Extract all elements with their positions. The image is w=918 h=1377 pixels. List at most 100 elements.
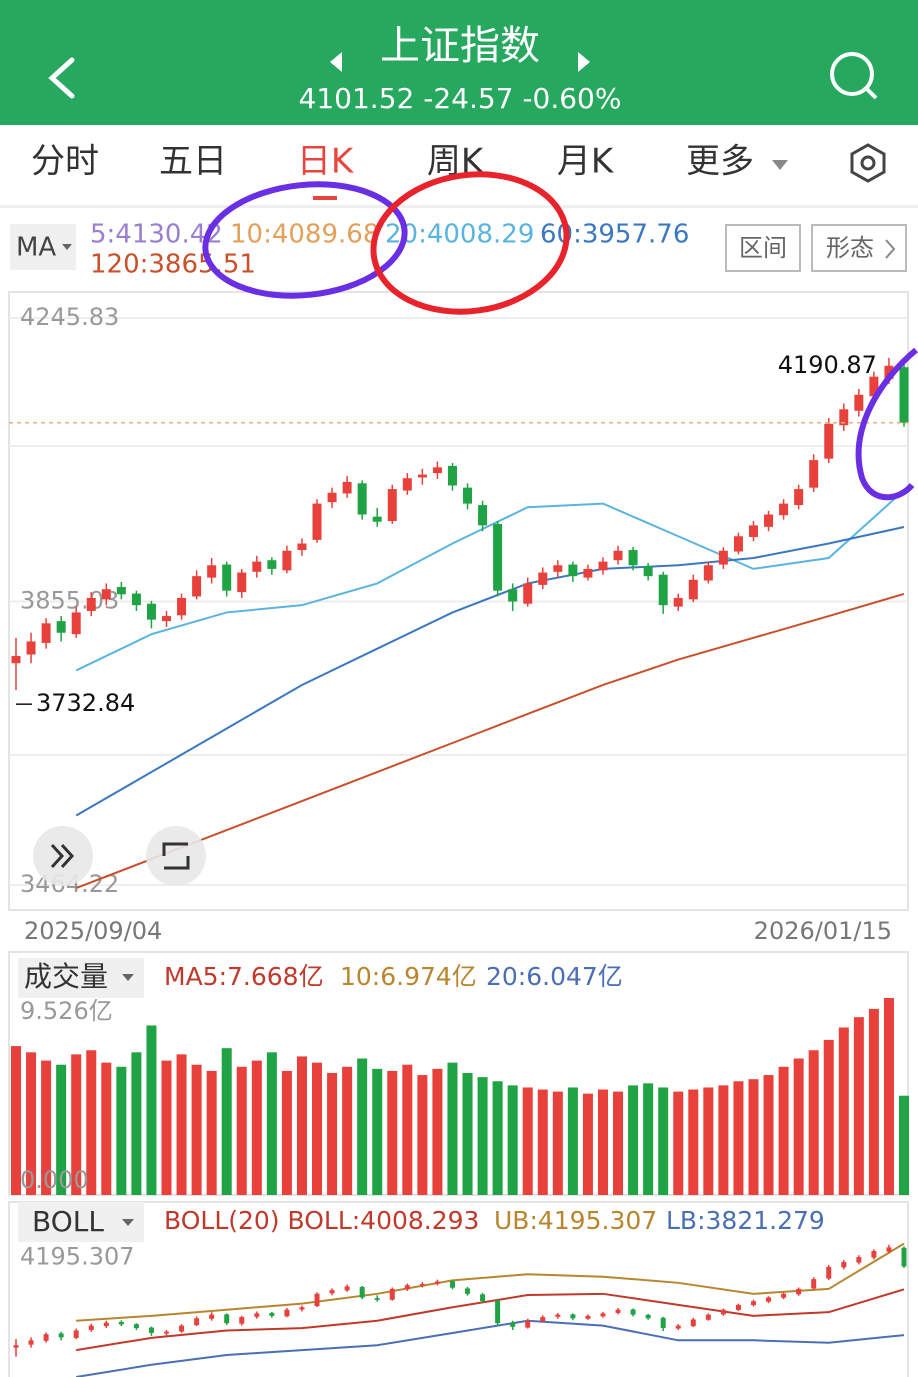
candle-body <box>389 1288 395 1300</box>
candle-body <box>209 1314 215 1319</box>
candle-body <box>417 474 427 478</box>
purple-circle <box>202 181 408 299</box>
candle-body <box>56 621 66 633</box>
candle-body <box>434 1281 440 1284</box>
candle-body <box>643 565 653 577</box>
volume-bar <box>101 1062 112 1195</box>
boll-legend: BOLL(20) BOLL:4008.293 <box>164 1206 479 1235</box>
chart-controls <box>33 826 206 886</box>
volume-legend: MA5:7.668亿 <box>164 962 324 991</box>
candle-body <box>88 1325 94 1331</box>
candle-body <box>841 1262 847 1268</box>
candle-body <box>387 489 397 522</box>
back-button[interactable] <box>48 57 75 99</box>
ma-legend-item: 120:3865.51 <box>90 250 256 280</box>
volume-bar <box>296 1056 307 1195</box>
candle-body <box>222 564 232 591</box>
settings-button[interactable] <box>850 143 886 183</box>
candle-body <box>177 597 187 616</box>
volume-bar <box>613 1091 624 1195</box>
volume-bar <box>793 1058 804 1195</box>
candle-body <box>419 1284 425 1286</box>
search-button[interactable] <box>830 52 878 100</box>
candle-body <box>613 550 623 561</box>
boll-title: BOLL <box>32 1205 104 1238</box>
candle-body <box>688 579 698 600</box>
candle-body <box>748 525 758 537</box>
candle-body <box>658 574 668 606</box>
volume-bar <box>597 1089 608 1195</box>
boll-legend: LB:3821.279 <box>666 1206 825 1235</box>
candle-body <box>372 516 382 522</box>
candle-body <box>239 1317 245 1324</box>
candle-body <box>735 1304 741 1310</box>
volume-legend: 10:6.974亿 <box>340 962 477 991</box>
candle-body <box>478 505 488 526</box>
volume-bar <box>11 1046 21 1195</box>
candle-body <box>555 1314 561 1317</box>
ma-line <box>76 1288 905 1352</box>
tab[interactable]: 更多 <box>686 142 754 182</box>
volume-bar <box>312 1062 323 1195</box>
volume-bar <box>778 1066 789 1195</box>
candle-body <box>495 1300 501 1324</box>
candle-body <box>299 1307 305 1310</box>
volume-bar <box>838 1027 849 1195</box>
pattern-label: 形态 <box>826 234 874 262</box>
candle-body <box>750 1301 756 1306</box>
candle-body <box>886 1247 892 1252</box>
candle-body <box>781 1293 787 1298</box>
candle-body <box>553 565 563 572</box>
volume-bar <box>116 1066 127 1195</box>
tab[interactable]: 五日 <box>159 142 227 182</box>
candle-body <box>826 1266 832 1279</box>
next-arrow[interactable] <box>578 52 590 72</box>
candle-body <box>404 1285 410 1290</box>
pattern-button[interactable] <box>811 224 907 272</box>
fullscreen-button[interactable] <box>146 826 206 886</box>
quote: 4101.52 -24.57 -0.60% <box>299 82 622 115</box>
candle-body <box>162 616 172 622</box>
start-date: 2025/09/04 <box>24 917 162 945</box>
volume-bar <box>853 1017 864 1195</box>
candle-body <box>224 1314 230 1324</box>
candle-body <box>583 568 593 578</box>
settings-dot <box>860 155 876 171</box>
candle-chart: 4245.833855.033464.224190.873732.842025/… <box>9 303 909 945</box>
volume-bar <box>251 1060 262 1195</box>
candle-body <box>856 1257 862 1263</box>
candle-body <box>327 492 337 503</box>
volume-bar <box>823 1039 834 1195</box>
candle-body <box>615 1309 621 1313</box>
ma-legend-item: 5:4130.42 <box>90 220 223 250</box>
candle-body <box>342 481 352 494</box>
candle-body <box>570 1314 576 1319</box>
candle-body <box>282 550 292 571</box>
prev-arrow[interactable] <box>330 52 342 72</box>
candle-body <box>705 1314 711 1320</box>
candle-body <box>267 560 277 569</box>
candle-body <box>432 467 442 474</box>
low-label: 3732.84 <box>36 689 135 717</box>
ma-line <box>75 526 905 817</box>
candle-body <box>809 460 819 488</box>
candle-body <box>329 1290 335 1294</box>
candle-body <box>568 564 578 577</box>
boll-selector[interactable] <box>18 1202 144 1242</box>
high-label: 4190.87 <box>778 351 877 379</box>
candle-body <box>131 593 141 606</box>
tab[interactable]: 月K <box>557 142 615 182</box>
panel-frames <box>8 291 909 1377</box>
tab[interactable]: 日K <box>297 142 355 182</box>
volume-selector[interactable] <box>18 958 144 998</box>
tab-bar: 分时 五日 日K 周K 月K 更多 <box>31 142 754 200</box>
candle-body <box>207 565 217 578</box>
candle-body <box>480 1294 486 1302</box>
boll-tick-label: 4195.307 <box>20 1243 135 1271</box>
range-button[interactable] <box>725 224 801 272</box>
end-date: 2026/01/15 <box>754 917 892 945</box>
volume-title: 成交量 <box>24 960 108 993</box>
candle-body <box>703 565 713 581</box>
tab[interactable]: 分时 <box>31 142 99 182</box>
candle-body <box>118 1321 124 1325</box>
